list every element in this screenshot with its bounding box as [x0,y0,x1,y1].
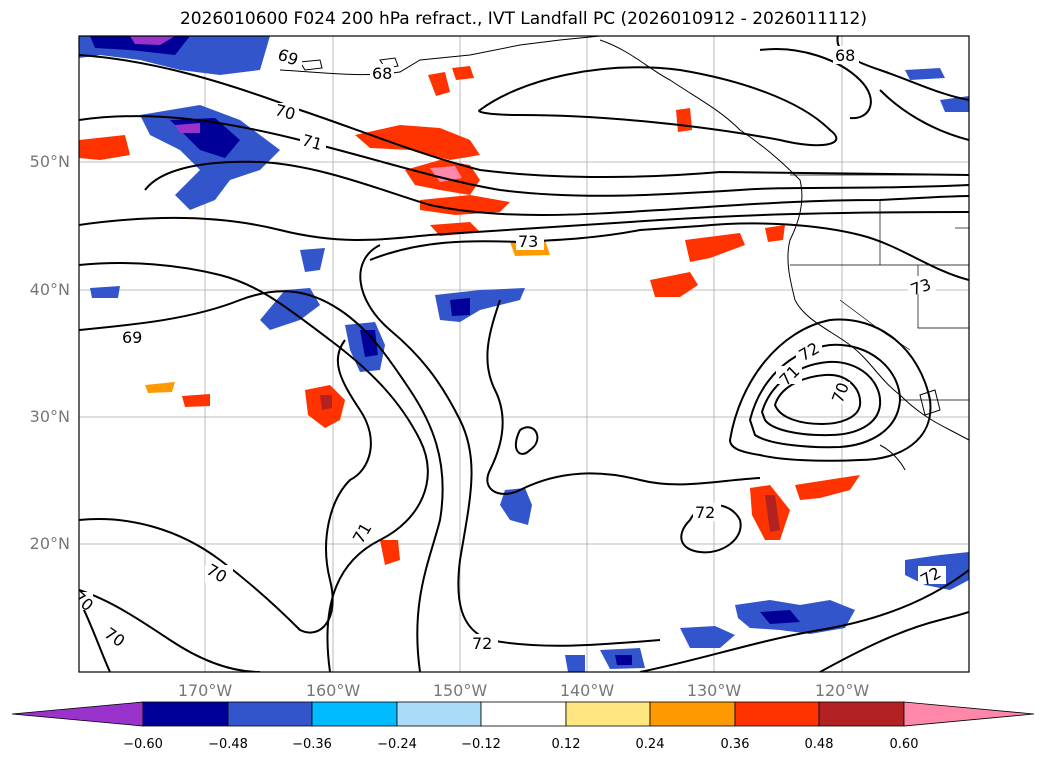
map-plot-area: 69 68 70 71 73 69 72 71 70 73 72 72 71 [69,36,969,672]
map-frame [78,35,970,673]
colorbar [11,701,1035,727]
colorbar-tick-label: −0.60 [123,737,163,752]
colorbar-tick-label: −0.24 [377,737,417,752]
colorbar-tick-label: 0.48 [804,737,834,752]
lon-label: 170°W [177,681,233,700]
lat-label: 50°N [29,152,70,171]
contour-label: 73 [518,232,538,251]
lon-label: 140°W [559,681,615,700]
lon-label: 160°W [305,681,361,700]
lat-label: 30°N [29,407,70,426]
colorbar-tick-label: 0.36 [720,737,750,752]
lon-label: 120°W [814,681,870,700]
contour-label: 71 [300,130,325,154]
map-title: 2026010600 F024 200 hPa refract., IVT La… [179,9,867,29]
political-borders [790,174,969,401]
contour-labels: 69 68 70 71 73 69 72 71 70 73 72 72 71 [69,45,946,653]
colorbar-tick-label: 0.60 [889,737,919,752]
colorbar-tick-label: 0.12 [551,737,581,752]
contour-label: 68 [372,64,392,83]
colorbar-tick-label: 0.24 [635,737,665,752]
colorbar-tick-label: −0.48 [208,737,248,752]
contour-label: 69 [122,328,142,347]
contour-label: 70 [273,100,298,124]
refractivity-shading [79,36,969,672]
colorbar-tick-label: −0.12 [461,737,501,752]
coastlines [279,36,969,471]
contour-label: 72 [695,503,715,522]
contour-label: 72 [472,634,492,653]
contour-label: 68 [835,46,855,65]
colorbar-extend-max [903,701,1035,727]
lat-label: 40°N [29,280,70,299]
lon-label: 150°W [432,681,488,700]
colorbar-extend-min [11,701,144,727]
lon-label: 130°W [686,681,742,700]
contour-label: 71 [776,362,804,390]
contour-label: 70 [69,587,97,615]
lat-label: 20°N [29,534,70,553]
colorbar-tick-label: −0.36 [292,737,332,752]
